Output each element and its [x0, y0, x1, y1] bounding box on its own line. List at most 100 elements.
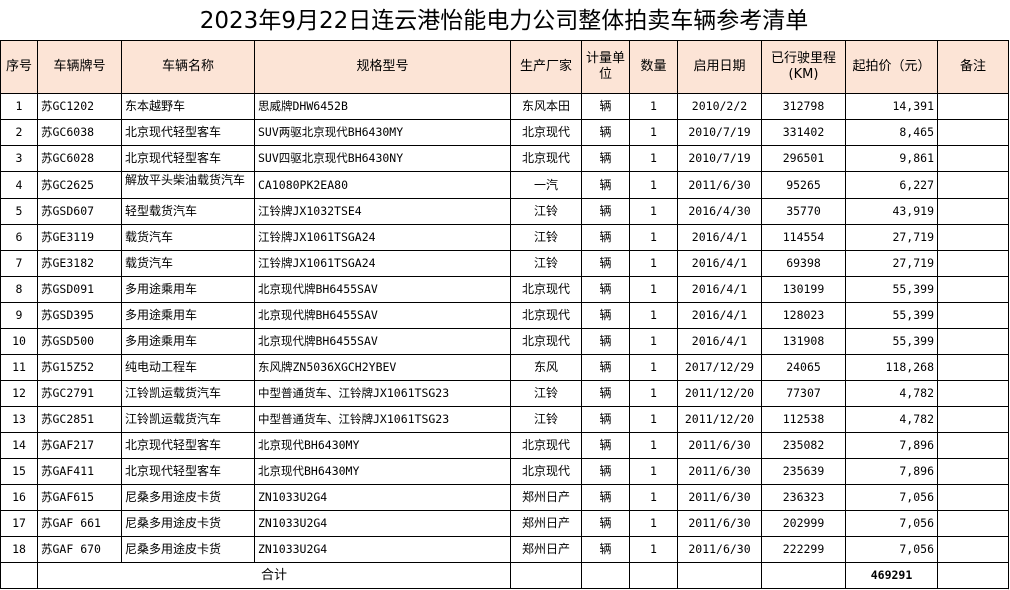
cell-plate[interactable]: 苏GC2625 — [37, 171, 122, 199]
cell-name[interactable]: 北京现代轻型客车 — [121, 432, 255, 459]
cell-name[interactable]: 载货汽车 — [121, 224, 255, 251]
cell-seq[interactable]: 10 — [0, 328, 38, 355]
cell-remark[interactable] — [937, 276, 1009, 303]
cell-plate[interactable]: 苏GSD395 — [37, 302, 122, 329]
cell-plate[interactable]: 苏GC6028 — [37, 145, 122, 172]
cell-spec[interactable]: ZN1033U2G4 — [254, 510, 511, 537]
cell-spec[interactable]: 中型普通货车、江铃牌JX1061TSG23 — [254, 406, 511, 433]
cell-mileage[interactable]: 130199 — [761, 276, 846, 303]
cell-qty[interactable]: 1 — [629, 458, 678, 485]
cell-price[interactable]: 7,056 — [845, 484, 938, 511]
header-col-plate[interactable]: 车辆牌号 — [37, 40, 122, 94]
cell-spec[interactable]: 江铃牌JX1061TSGA24 — [254, 250, 511, 277]
cell-qty[interactable]: 1 — [629, 380, 678, 407]
cell-unit[interactable]: 辆 — [581, 510, 630, 537]
cell-mileage[interactable] — [761, 562, 846, 589]
cell-unit[interactable]: 辆 — [581, 119, 630, 146]
cell-unit[interactable]: 辆 — [581, 484, 630, 511]
cell-unit[interactable]: 辆 — [581, 354, 630, 381]
cell-unit[interactable]: 辆 — [581, 93, 630, 120]
cell-price[interactable]: 55,399 — [845, 276, 938, 303]
cell-date[interactable]: 2010/7/19 — [677, 145, 762, 172]
cell-unit[interactable]: 辆 — [581, 276, 630, 303]
cell-unit[interactable] — [581, 562, 630, 589]
cell-maker[interactable]: 郑州日产 — [510, 510, 582, 537]
cell-mileage[interactable]: 131908 — [761, 328, 846, 355]
cell-maker[interactable]: 北京现代 — [510, 119, 582, 146]
cell-price[interactable]: 8,465 — [845, 119, 938, 146]
cell-name[interactable]: 多用途乘用车 — [121, 302, 255, 329]
cell-mileage[interactable]: 77307 — [761, 380, 846, 407]
cell-mileage[interactable]: 296501 — [761, 145, 846, 172]
cell-seq[interactable] — [0, 562, 38, 589]
cell-unit[interactable]: 辆 — [581, 171, 630, 199]
cell-mileage[interactable]: 236323 — [761, 484, 846, 511]
cell-price[interactable]: 55,399 — [845, 328, 938, 355]
cell-price[interactable]: 14,391 — [845, 93, 938, 120]
cell-seq[interactable]: 5 — [0, 198, 38, 225]
cell-plate[interactable]: 苏GAF615 — [37, 484, 122, 511]
cell-name[interactable]: 尼桑多用途皮卡货 — [121, 510, 255, 537]
cell-qty[interactable] — [629, 562, 678, 589]
cell-unit[interactable]: 辆 — [581, 458, 630, 485]
cell-spec[interactable]: 北京现代牌BH6455SAV — [254, 302, 511, 329]
cell-remark[interactable] — [937, 354, 1009, 381]
cell-plate[interactable]: 苏GC2851 — [37, 406, 122, 433]
cell-seq[interactable]: 15 — [0, 458, 38, 485]
cell-mileage[interactable]: 202999 — [761, 510, 846, 537]
cell-mileage[interactable]: 95265 — [761, 171, 846, 199]
cell-qty[interactable]: 1 — [629, 224, 678, 251]
cell-remark[interactable] — [937, 224, 1009, 251]
cell-seq[interactable]: 4 — [0, 171, 38, 199]
cell-mileage[interactable]: 235082 — [761, 432, 846, 459]
cell-date[interactable]: 2017/12/29 — [677, 354, 762, 381]
cell-plate[interactable]: 苏GSD607 — [37, 198, 122, 225]
cell-date[interactable]: 2011/12/20 — [677, 380, 762, 407]
cell-remark[interactable] — [937, 562, 1009, 589]
cell-name[interactable]: 尼桑多用途皮卡货 — [121, 536, 255, 563]
cell-spec[interactable]: 江铃牌JX1061TSGA24 — [254, 224, 511, 251]
header-col-unit[interactable]: 计量单位 — [581, 40, 630, 94]
cell-seq[interactable]: 9 — [0, 302, 38, 329]
cell-seq[interactable]: 1 — [0, 93, 38, 120]
cell-maker[interactable]: 北京现代 — [510, 432, 582, 459]
cell-maker[interactable]: 北京现代 — [510, 302, 582, 329]
cell-price[interactable]: 27,719 — [845, 224, 938, 251]
cell-seq[interactable]: 14 — [0, 432, 38, 459]
cell-unit[interactable]: 辆 — [581, 328, 630, 355]
cell-price[interactable]: 4,782 — [845, 406, 938, 433]
cell-mileage[interactable]: 114554 — [761, 224, 846, 251]
cell-spec[interactable]: 北京现代牌BH6455SAV — [254, 328, 511, 355]
cell-seq[interactable]: 2 — [0, 119, 38, 146]
cell-name[interactable]: 北京现代轻型客车 — [121, 145, 255, 172]
cell-price[interactable]: 7,896 — [845, 432, 938, 459]
header-col-seq[interactable]: 序号 — [0, 40, 38, 94]
cell-plate[interactable]: 苏GC1202 — [37, 93, 122, 120]
cell-name[interactable]: 载货汽车 — [121, 250, 255, 277]
cell-seq[interactable]: 12 — [0, 380, 38, 407]
cell-spec[interactable]: ZN1033U2G4 — [254, 536, 511, 563]
cell-name[interactable]: 江铃凯运载货汽车 — [121, 380, 255, 407]
cell-mileage[interactable]: 35770 — [761, 198, 846, 225]
cell-remark[interactable] — [937, 250, 1009, 277]
cell-price[interactable]: 6,227 — [845, 171, 938, 199]
cell-plate[interactable]: 苏GE3182 — [37, 250, 122, 277]
cell-name[interactable]: 东本越野车 — [121, 93, 255, 120]
cell-date[interactable]: 2011/6/30 — [677, 536, 762, 563]
cell-maker[interactable]: 郑州日产 — [510, 536, 582, 563]
cell-maker[interactable]: 一汽 — [510, 171, 582, 199]
cell-unit[interactable]: 辆 — [581, 380, 630, 407]
cell-spec[interactable]: 北京现代BH6430MY — [254, 432, 511, 459]
cell-remark[interactable] — [937, 93, 1009, 120]
cell-seq[interactable]: 3 — [0, 145, 38, 172]
cell-mileage[interactable]: 312798 — [761, 93, 846, 120]
cell-price[interactable]: 118,268 — [845, 354, 938, 381]
cell-unit[interactable]: 辆 — [581, 406, 630, 433]
cell-maker[interactable]: 江铃 — [510, 250, 582, 277]
cell-unit[interactable]: 辆 — [581, 302, 630, 329]
cell-date[interactable]: 2016/4/1 — [677, 328, 762, 355]
cell-plate[interactable]: 苏GC6038 — [37, 119, 122, 146]
cell-maker[interactable]: 北京现代 — [510, 145, 582, 172]
header-col-date[interactable]: 启用日期 — [677, 40, 762, 94]
cell-plate[interactable]: 苏GAF217 — [37, 432, 122, 459]
